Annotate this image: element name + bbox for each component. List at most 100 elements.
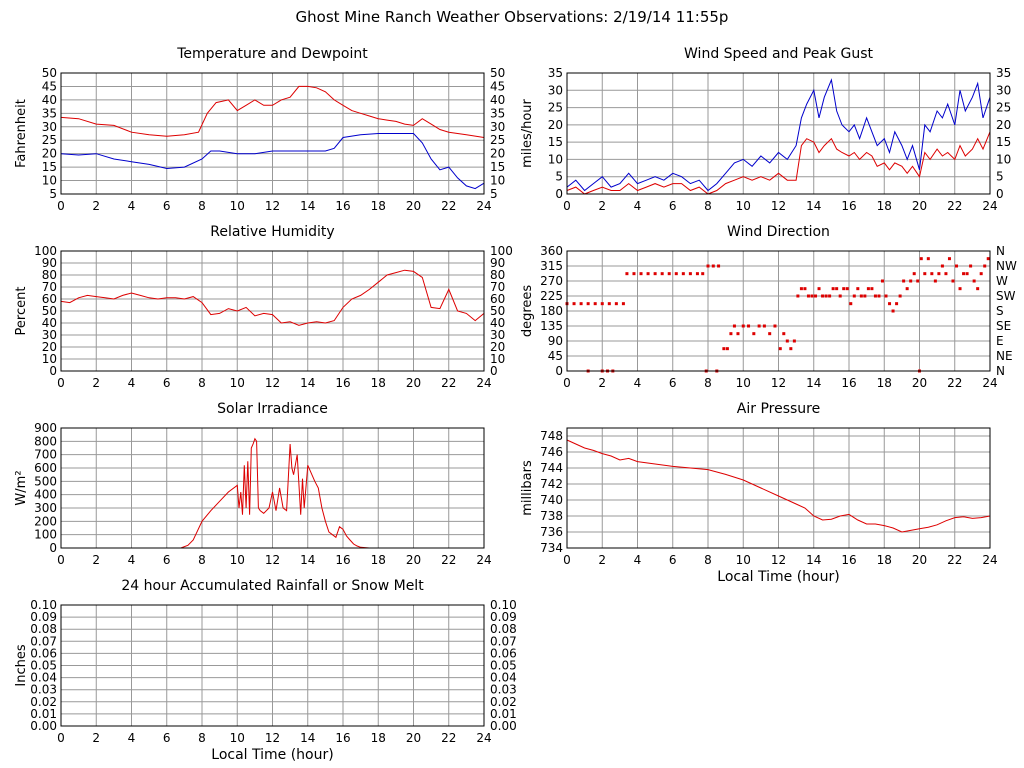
right-tick-label: E xyxy=(996,334,1004,348)
wind-direction-point xyxy=(789,347,793,351)
wind-direction-point xyxy=(962,272,966,276)
y-tick-label: 0.05 xyxy=(30,659,57,673)
chart-title: Relative Humidity xyxy=(210,224,334,240)
y-tick-label: 0.03 xyxy=(30,683,57,697)
wind-direction-point xyxy=(969,264,973,268)
y-tick-label: 742 xyxy=(540,477,563,491)
wind-direction-point xyxy=(824,294,828,298)
y-tick-label: 740 xyxy=(540,493,563,507)
wind-direction-point xyxy=(898,294,902,298)
wind-direction-point xyxy=(803,287,807,291)
chart-temp: 0 2 4 6 8 10 12 14 16 18 20 22 245101520253035404550… xyxy=(14,46,505,213)
x-tick-label: 4 xyxy=(634,553,642,567)
x-tick-label: 18 xyxy=(877,376,892,390)
chart-wind: 0 2 4 6 8 10 12 14 16 18 20 22 240510152025303505101… xyxy=(520,46,1011,213)
x-tick-label: 18 xyxy=(371,731,386,745)
y-tick-label: 0 xyxy=(49,364,57,378)
x-tick-label: 12 xyxy=(771,376,786,390)
y-tick-label: 40 xyxy=(42,316,57,330)
y-tick-label: 20 xyxy=(42,147,57,161)
right-tick-label: 45 xyxy=(490,79,505,93)
chart-title: Wind Speed and Peak Gust xyxy=(684,46,873,62)
y-axis-label: millibars xyxy=(520,460,535,516)
wind-direction-point xyxy=(782,332,786,336)
right-tick-label: 80 xyxy=(490,268,505,282)
y-tick-label: 45 xyxy=(548,349,563,363)
plot-frame xyxy=(60,604,485,727)
y-tick-label: 10 xyxy=(42,352,57,366)
right-tick-label: 60 xyxy=(490,292,505,306)
x-tick-label: 8 xyxy=(198,376,206,390)
wind-direction-point xyxy=(944,272,948,276)
right-tick-label: 0.01 xyxy=(490,707,517,721)
wind-direction-point xyxy=(919,257,923,261)
wind-direction-point xyxy=(891,309,895,313)
right-tick-label: 30 xyxy=(490,328,505,342)
y-tick-label: 60 xyxy=(42,292,57,306)
y-tick-label: 30 xyxy=(548,83,563,97)
right-tick-label: 0.00 xyxy=(490,719,517,733)
y-tick-label: 10 xyxy=(548,152,563,166)
x-tick-label: 18 xyxy=(371,553,386,567)
right-tick-label: 15 xyxy=(996,135,1011,149)
wind-direction-point xyxy=(933,279,937,283)
y-tick-label: 45 xyxy=(42,79,57,93)
wind-direction-point xyxy=(817,287,821,291)
x-tick-label: 0 xyxy=(57,376,65,390)
y-tick-label: 0 xyxy=(555,364,563,378)
right-tick-label: W xyxy=(996,274,1008,288)
wind-direction-point xyxy=(863,294,867,298)
right-tick-label: 50 xyxy=(490,304,505,318)
wind-direction-point xyxy=(916,279,920,283)
right-tick-label: 50 xyxy=(490,66,505,80)
wind-direction-point xyxy=(646,272,650,276)
x-tick-label: 12 xyxy=(771,199,786,213)
x-tick-label: 14 xyxy=(806,376,821,390)
right-tick-label: 10 xyxy=(490,352,505,366)
right-tick-label: 30 xyxy=(996,83,1011,97)
x-tick-label: 4 xyxy=(634,199,642,213)
wind-direction-point xyxy=(796,294,800,298)
y-axis-label: degrees xyxy=(520,285,535,338)
right-tick-label: 0.09 xyxy=(490,610,517,624)
wind-direction-point xyxy=(923,272,927,276)
x-tick-label: 24 xyxy=(476,731,491,745)
x-tick-label: 12 xyxy=(265,376,280,390)
y-tick-label: 180 xyxy=(540,304,563,318)
right-tick-label: 30 xyxy=(490,120,505,134)
chart-title: Wind Direction xyxy=(727,224,830,240)
plot-frame xyxy=(60,72,485,195)
y-tick-label: 35 xyxy=(548,66,563,80)
x-tick-label: 22 xyxy=(441,376,456,390)
y-tick-label: 90 xyxy=(42,256,57,270)
y-tick-label: 700 xyxy=(34,448,57,462)
wind-direction-point xyxy=(835,287,839,291)
wind-direction-point xyxy=(688,272,692,276)
wind-direction-point xyxy=(593,302,597,306)
y-tick-label: 35 xyxy=(42,106,57,120)
right-tick-label: 0.02 xyxy=(490,695,517,709)
x-tick-label: 4 xyxy=(128,553,136,567)
wind-direction-point xyxy=(741,324,745,328)
x-tick-label: 22 xyxy=(947,376,962,390)
right-tick-label: 20 xyxy=(996,118,1011,132)
x-tick-label: 16 xyxy=(841,553,856,567)
wind-direction-point xyxy=(845,287,849,291)
right-tick-label: 0.06 xyxy=(490,646,517,660)
x-tick-label: 16 xyxy=(841,199,856,213)
x-tick-label: 20 xyxy=(406,199,421,213)
chart-title: Temperature and Dewpoint xyxy=(176,46,368,62)
right-tick-label: 25 xyxy=(490,133,505,147)
wind-direction-point xyxy=(951,279,955,283)
right-tick-label: 0.08 xyxy=(490,622,517,636)
x-tick-label: 6 xyxy=(163,376,171,390)
wind-direction-point xyxy=(888,302,892,306)
wind-direction-point xyxy=(799,287,803,291)
right-tick-label: 0.10 xyxy=(490,598,517,612)
wind-direction-point xyxy=(579,302,583,306)
x-tick-label: 8 xyxy=(704,199,712,213)
wind-direction-point xyxy=(866,287,870,291)
right-tick-label: 0 xyxy=(996,187,1004,201)
chart-solar: 0 2 4 6 8 10 12 14 16 18 20 22 240100200300400500600… xyxy=(14,401,492,567)
plot-frame xyxy=(566,427,991,549)
